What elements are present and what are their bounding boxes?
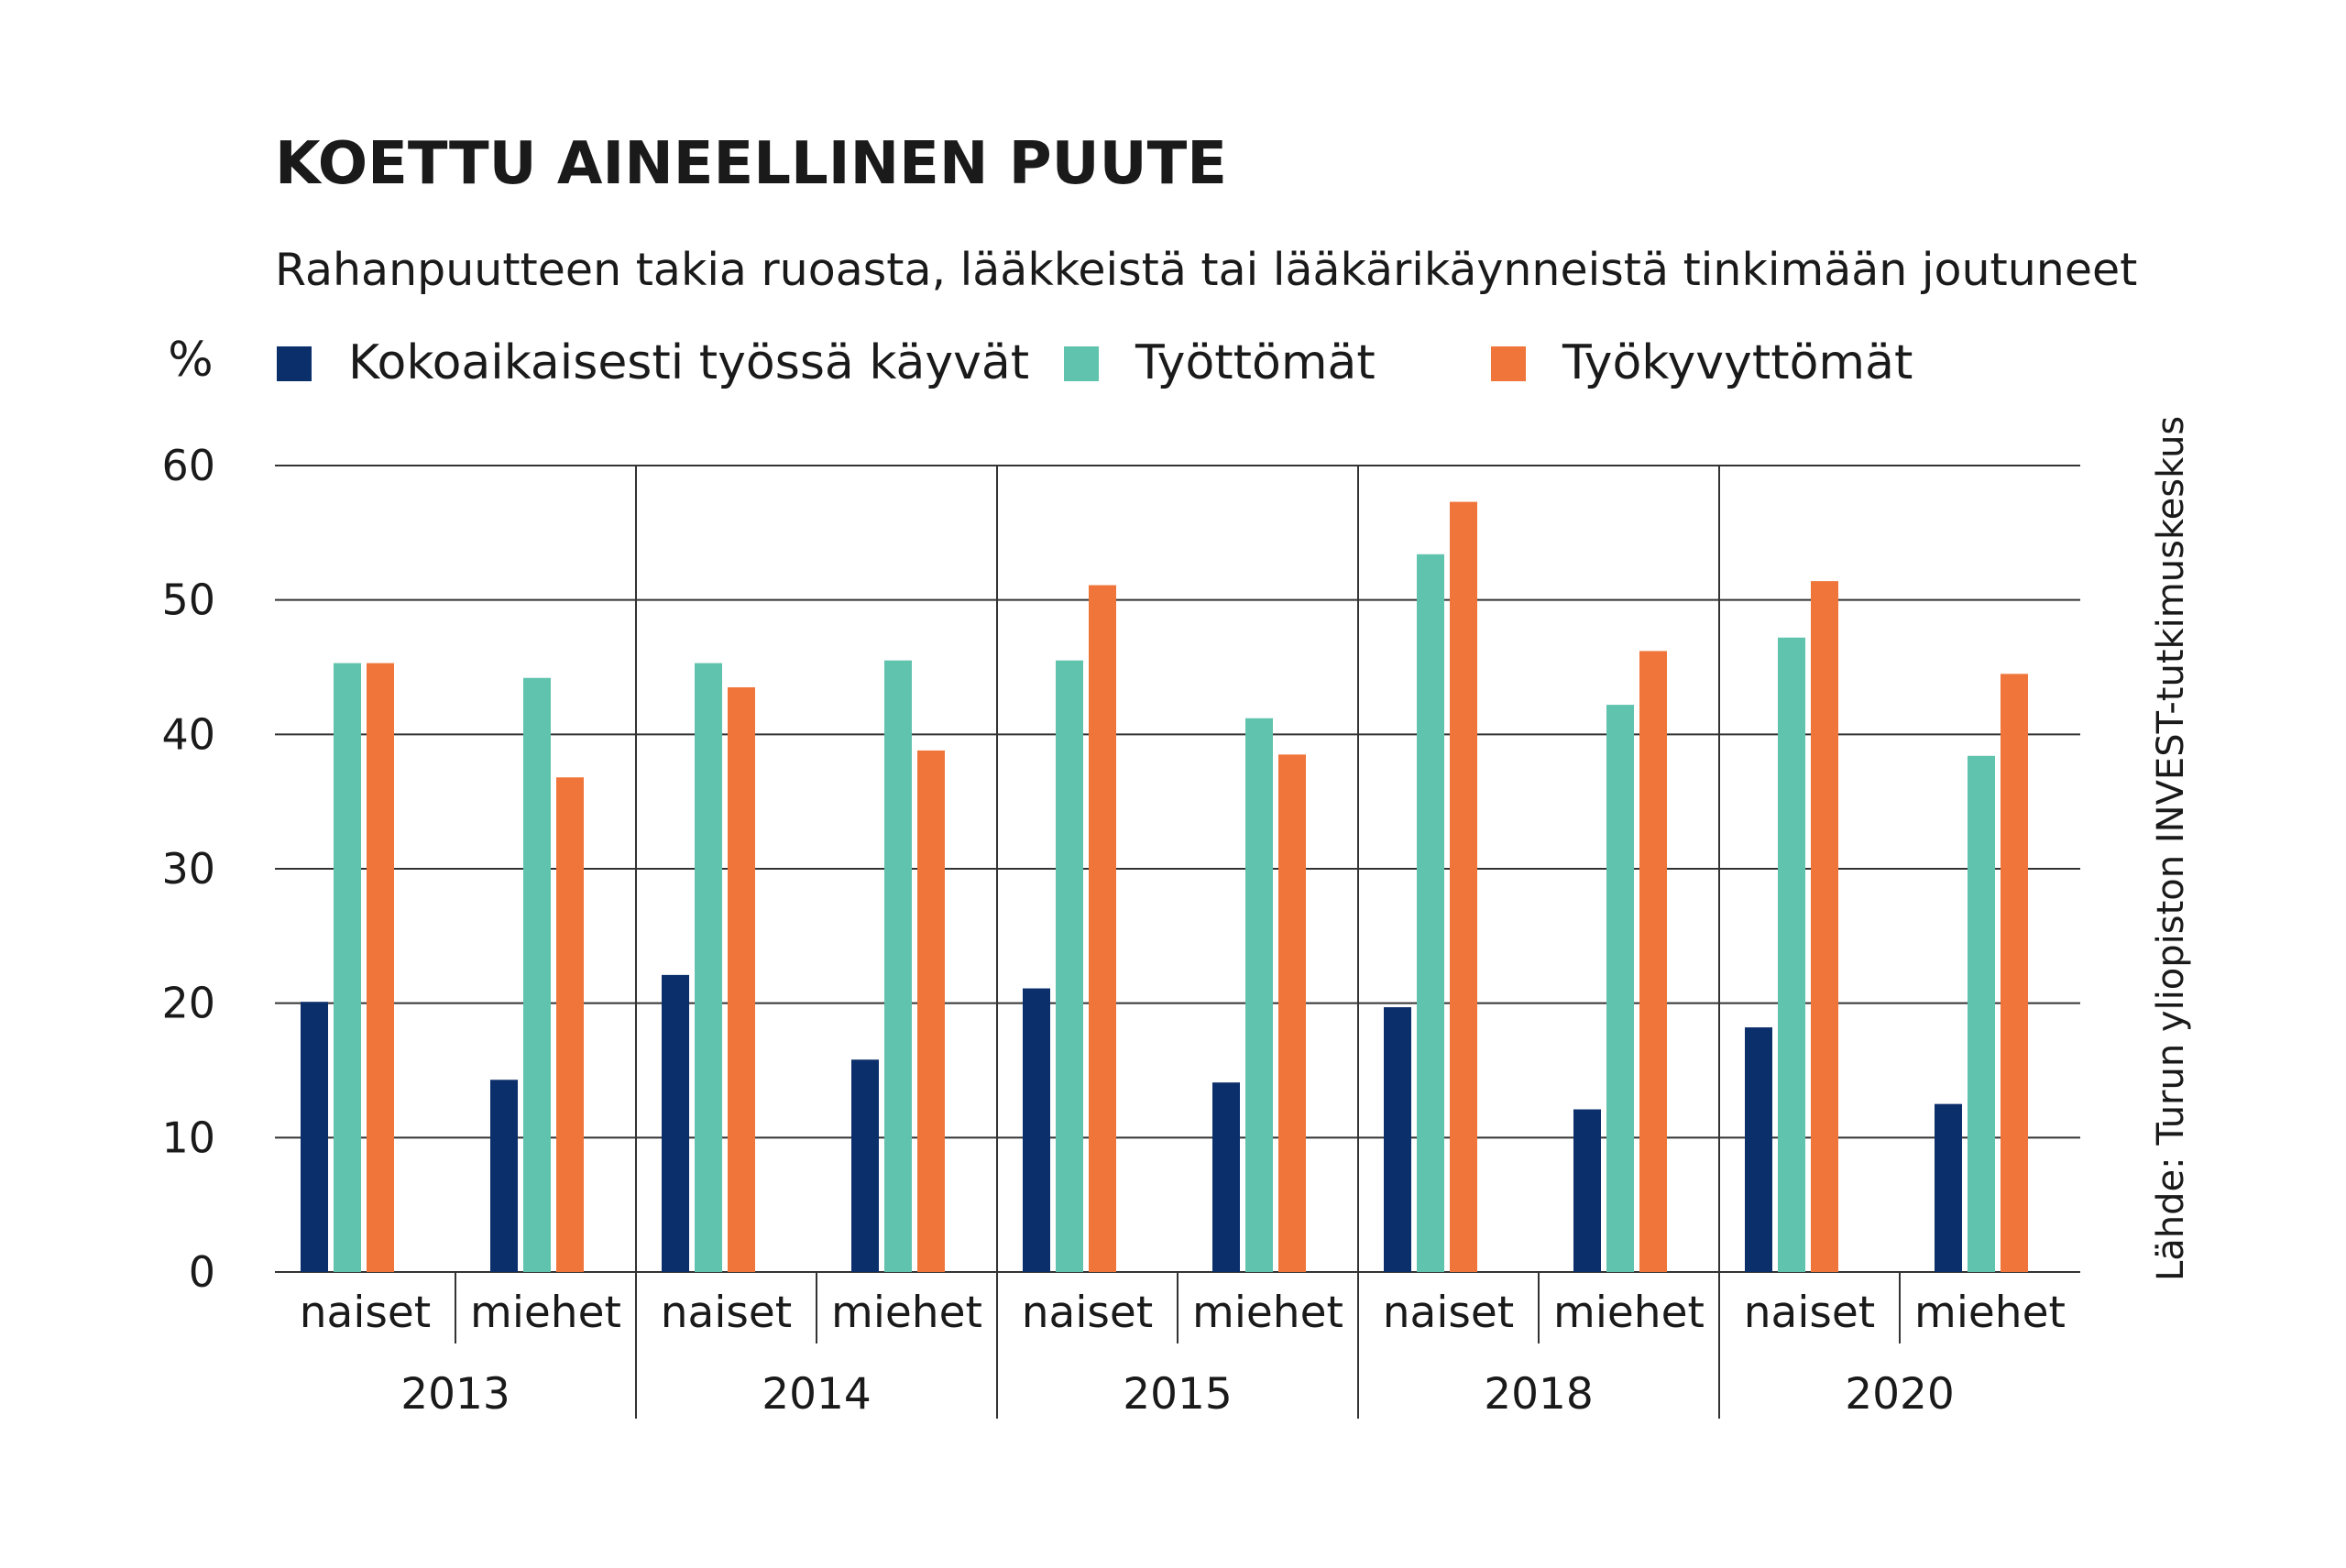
category-label: miehet: [1553, 1288, 1705, 1338]
category-label: miehet: [470, 1288, 621, 1338]
y-tick-label: 30: [161, 844, 215, 894]
bar: [556, 777, 584, 1272]
bar: [1384, 1007, 1411, 1272]
chart-subtitle: Rahanpuutteen takia ruoasta, lääkkeistä …: [275, 244, 2137, 296]
category-label: miehet: [831, 1288, 982, 1338]
bar: [1968, 755, 1995, 1272]
y-tick-label: 20: [161, 979, 215, 1028]
bar: [695, 663, 722, 1272]
bar: [490, 1080, 518, 1272]
category-label: naiset: [1022, 1288, 1153, 1338]
bar: [1811, 581, 1838, 1272]
legend-label: Työkyvyttömät: [1562, 335, 1913, 390]
y-tick-label: 50: [161, 576, 215, 625]
bar: [662, 974, 689, 1272]
bar: [1089, 585, 1116, 1272]
bar: [334, 663, 361, 1272]
bar: [1450, 501, 1477, 1272]
bar: [1639, 651, 1667, 1272]
y-axis-ticks: 0 10 20 30 40 50 60: [161, 441, 215, 1297]
category-label: naiset: [661, 1288, 792, 1338]
y-tick-label: 40: [161, 709, 215, 759]
category-label: miehet: [1192, 1288, 1343, 1338]
bar: [523, 677, 551, 1272]
category-label: naiset: [1744, 1288, 1875, 1338]
legend-swatch: [1064, 346, 1099, 381]
year-label: 2020: [1845, 1369, 1955, 1420]
bar: [1778, 637, 1805, 1272]
bar: [851, 1059, 879, 1272]
bar: [884, 660, 912, 1272]
y-tick-label: 10: [161, 1113, 215, 1162]
bars: [301, 501, 2028, 1272]
legend-label: Kokoaikaisesti työssä käyvät: [348, 335, 1029, 390]
year-label: 2014: [762, 1369, 872, 1420]
legend: Kokoaikaisesti työssä käyvät Työttömät Työ…: [277, 335, 1913, 390]
year-label: 2013: [400, 1369, 510, 1420]
source-note: Lähde: Turun yliopiston INVEST-tutkimusk…: [2150, 416, 2192, 1281]
legend-label: Työttömät: [1135, 335, 1376, 390]
y-axis-unit-label: %: [168, 333, 213, 388]
bar: [1745, 1027, 1772, 1272]
bar: [1935, 1103, 1962, 1272]
bar: [1573, 1109, 1601, 1272]
y-tick-label: 60: [161, 441, 215, 490]
category-label: naiset: [1383, 1288, 1514, 1338]
chart-title: KOETTU AINEELLINEN PUUTE: [275, 130, 1227, 198]
bar: [2001, 674, 2028, 1272]
legend-swatch: [1491, 346, 1526, 381]
bar: [367, 663, 394, 1272]
bar: [1023, 988, 1050, 1272]
category-label: naiset: [300, 1288, 431, 1338]
bar: [1606, 705, 1634, 1272]
bar: [1417, 554, 1444, 1272]
bar: [1245, 718, 1273, 1272]
x-axis: naiset miehet 2013 naiset miehet 2014 naiset mi…: [300, 1272, 2066, 1420]
bar: [1212, 1082, 1240, 1272]
bar: [917, 750, 945, 1272]
year-label: 2018: [1484, 1369, 1594, 1420]
year-label: 2015: [1123, 1369, 1233, 1420]
bar: [1056, 660, 1083, 1272]
y-tick-label: 0: [189, 1247, 215, 1297]
legend-swatch: [277, 346, 312, 381]
bar: [728, 687, 755, 1272]
bar: [301, 1002, 328, 1272]
bar: [1278, 754, 1306, 1272]
category-label: miehet: [1914, 1288, 2066, 1338]
